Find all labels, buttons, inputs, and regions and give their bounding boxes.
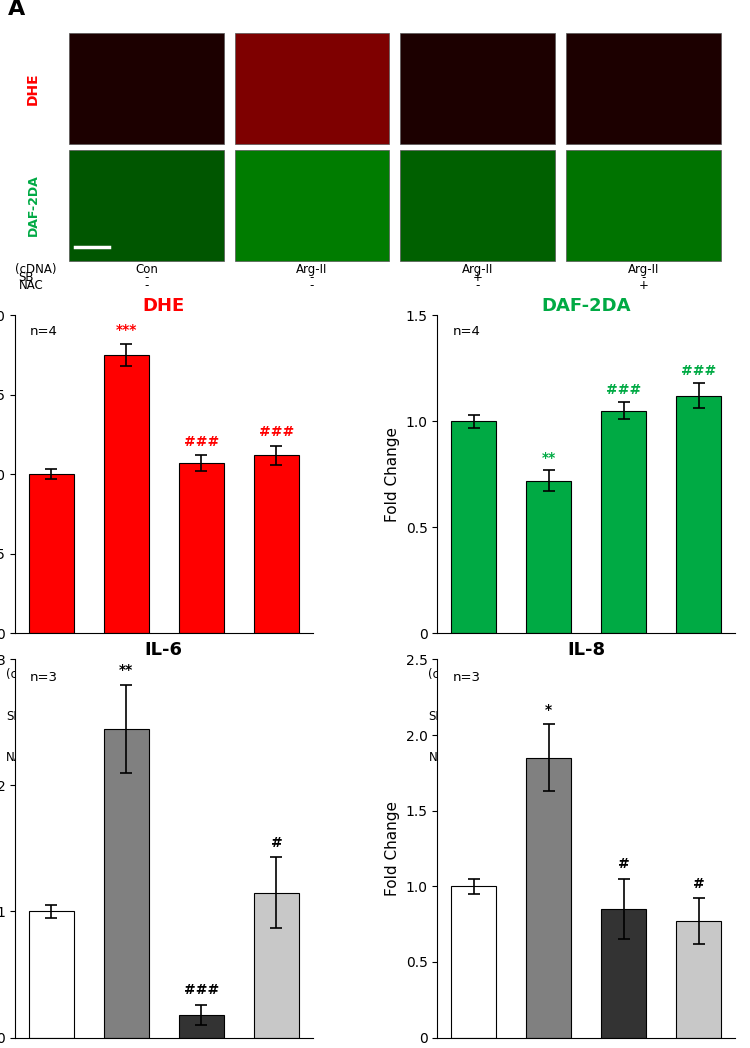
- Bar: [178, 463, 224, 633]
- Bar: [526, 758, 572, 1038]
- Text: ###: ###: [184, 435, 219, 449]
- Text: (cDNA): (cDNA): [6, 669, 47, 681]
- Text: Arg-II: Arg-II: [608, 669, 640, 681]
- Text: +: +: [694, 751, 703, 764]
- Bar: [602, 411, 646, 633]
- Text: SB: SB: [428, 709, 444, 723]
- Bar: [526, 481, 572, 633]
- Text: -: -: [124, 709, 128, 723]
- Text: +: +: [272, 751, 281, 764]
- Text: n=4: n=4: [30, 325, 58, 337]
- Y-axis label: Fold Change: Fold Change: [386, 801, 400, 896]
- Text: #: #: [618, 857, 630, 871]
- Bar: [602, 909, 646, 1038]
- Y-axis label: Fold Change: Fold Change: [386, 427, 400, 522]
- Text: Arg-II: Arg-II: [186, 669, 217, 681]
- Text: -: -: [622, 751, 626, 764]
- Text: Con: Con: [40, 669, 62, 681]
- Text: +: +: [619, 709, 628, 723]
- Text: A: A: [8, 0, 25, 19]
- Text: n=3: n=3: [30, 671, 58, 683]
- Text: ###: ###: [184, 983, 219, 998]
- Text: Arg-II: Arg-II: [110, 669, 142, 681]
- Text: -: -: [124, 751, 128, 764]
- Bar: [451, 887, 496, 1038]
- Text: -: -: [547, 709, 550, 723]
- Bar: [451, 421, 496, 633]
- Text: -: -: [49, 751, 53, 764]
- Text: n=4: n=4: [452, 325, 480, 337]
- Text: -: -: [471, 709, 476, 723]
- Text: **: **: [119, 663, 134, 677]
- Text: ###: ###: [681, 364, 716, 377]
- Text: -: -: [547, 751, 550, 764]
- Text: Arg-II: Arg-II: [533, 669, 564, 681]
- Bar: [676, 921, 722, 1038]
- Text: ###: ###: [606, 383, 641, 397]
- Text: (cDNA): (cDNA): [428, 669, 470, 681]
- Bar: [28, 475, 74, 633]
- Text: -: -: [697, 709, 701, 723]
- Text: ###: ###: [259, 425, 294, 439]
- Title: IL-6: IL-6: [145, 641, 183, 659]
- Text: -: -: [49, 709, 53, 723]
- Text: -: -: [200, 751, 203, 764]
- Text: SB: SB: [6, 709, 22, 723]
- Text: Arg-II: Arg-II: [683, 669, 715, 681]
- Text: #: #: [271, 835, 282, 850]
- Title: DAF-2DA: DAF-2DA: [542, 297, 631, 314]
- Text: NAC: NAC: [6, 751, 31, 764]
- Text: Arg-II: Arg-II: [261, 669, 292, 681]
- Bar: [104, 355, 148, 633]
- Bar: [676, 396, 722, 633]
- Text: Con: Con: [462, 669, 485, 681]
- Text: *: *: [545, 703, 552, 717]
- Text: ***: ***: [116, 324, 137, 337]
- Title: IL-8: IL-8: [567, 641, 605, 659]
- Title: DHE: DHE: [142, 297, 185, 314]
- Text: -: -: [274, 709, 279, 723]
- Text: #: #: [693, 877, 705, 891]
- Text: NAC: NAC: [428, 751, 453, 764]
- Text: **: **: [542, 451, 556, 464]
- Text: n=3: n=3: [452, 671, 480, 683]
- Bar: [28, 912, 74, 1038]
- Text: +: +: [196, 709, 206, 723]
- Bar: [254, 455, 299, 633]
- Bar: [178, 1014, 224, 1038]
- Text: -: -: [471, 751, 476, 764]
- Bar: [254, 893, 299, 1038]
- Bar: [104, 728, 148, 1038]
